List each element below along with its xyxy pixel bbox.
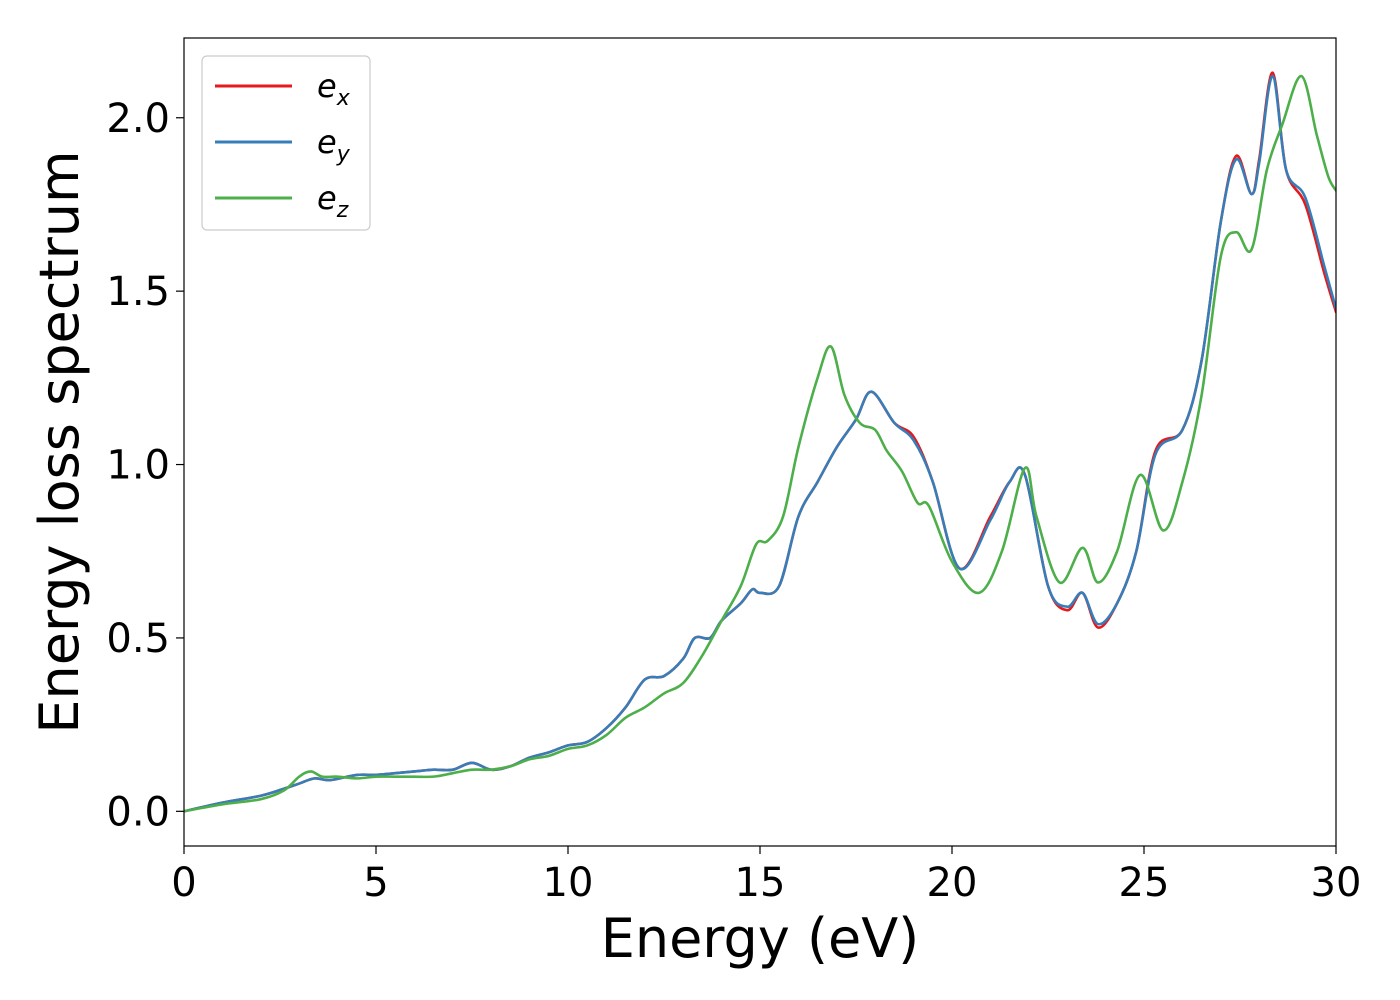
x-tick-label: 20 — [927, 860, 978, 906]
x-tick-label: 25 — [1119, 860, 1170, 906]
x-tick-label: 30 — [1311, 860, 1362, 906]
y-tick-label: 1.5 — [106, 269, 170, 315]
legend-label-subscript: x — [336, 86, 351, 111]
y-tick-label: 0.5 — [106, 616, 170, 662]
x-tick-label: 10 — [543, 860, 594, 906]
y-tick-label: 1.0 — [106, 443, 170, 489]
x-tick-label: 0 — [171, 860, 196, 906]
y-axis-ticks: 0.0 0.5 1.0 1.5 2.0 — [106, 96, 184, 835]
legend-label-main: e — [317, 123, 337, 161]
x-tick-label: 5 — [363, 860, 388, 906]
y-tick-label: 0.0 — [106, 789, 170, 835]
legend-label-z: ez — [317, 179, 349, 223]
y-axis-title: Energy loss spectrum — [28, 150, 91, 733]
legend-label-subscript: z — [336, 198, 349, 223]
series-line-z — [184, 74, 1336, 813]
legend-label-main: e — [317, 67, 337, 105]
series-line-y — [184, 74, 1336, 813]
legend-label-subscript: y — [336, 142, 351, 167]
x-tick-label: 15 — [735, 860, 786, 906]
legend-label-y: ey — [317, 123, 351, 167]
x-axis-ticks: 0 5 10 15 20 25 30 — [171, 846, 1361, 906]
legend-label-x: ex — [317, 67, 351, 111]
y-tick-label: 2.0 — [106, 96, 170, 142]
series-layer — [184, 71, 1336, 813]
x-axis-title: Energy (eV) — [601, 907, 920, 970]
legend-label-main: e — [317, 179, 337, 217]
